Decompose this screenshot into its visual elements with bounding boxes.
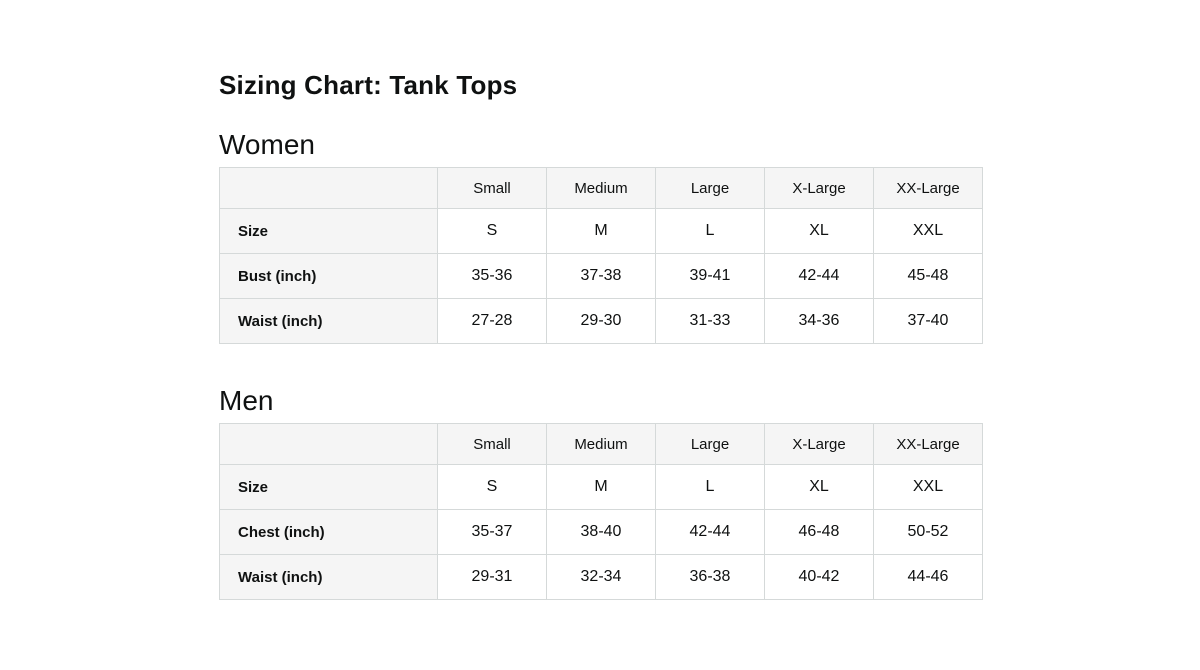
men-size-table: Small Medium Large X-Large XX-Large Size… xyxy=(219,423,983,600)
women-bust-large: 39-41 xyxy=(655,253,765,299)
women-waist-row: Waist (inch) 27-28 29-30 31-33 34-36 37-… xyxy=(219,298,983,344)
men-waist-medium: 32-34 xyxy=(546,554,656,600)
women-waist-xlarge: 34-36 xyxy=(764,298,874,344)
women-size-medium: M xyxy=(546,208,656,254)
women-bust-row-label: Bust (inch) xyxy=(219,253,438,299)
men-waist-small: 29-31 xyxy=(437,554,547,600)
men-chest-xlarge: 46-48 xyxy=(764,509,874,555)
men-column-header-xlarge: X-Large xyxy=(764,423,874,465)
men-waist-xxlarge: 44-46 xyxy=(873,554,983,600)
men-waist-row: Waist (inch) 29-31 32-34 36-38 40-42 44-… xyxy=(219,554,983,600)
women-size-large: L xyxy=(655,208,765,254)
section-women: Women Small Medium Large X-Large XX-Larg… xyxy=(219,129,1200,344)
men-size-large: L xyxy=(655,464,765,510)
women-bust-xlarge: 42-44 xyxy=(764,253,874,299)
men-waist-large: 36-38 xyxy=(655,554,765,600)
women-size-small: S xyxy=(437,208,547,254)
women-size-xlarge: XL xyxy=(764,208,874,254)
men-size-xxlarge: XXL xyxy=(873,464,983,510)
women-size-xxlarge: XXL xyxy=(873,208,983,254)
section-heading-men: Men xyxy=(219,385,274,416)
women-bust-xxlarge: 45-48 xyxy=(873,253,983,299)
men-chest-row-label: Chest (inch) xyxy=(219,509,438,555)
men-size-row-label: Size xyxy=(219,464,438,510)
men-chest-large: 42-44 xyxy=(655,509,765,555)
men-waist-xlarge: 40-42 xyxy=(764,554,874,600)
women-waist-medium: 29-30 xyxy=(546,298,656,344)
page-title: Sizing Chart: Tank Tops xyxy=(219,70,518,100)
women-waist-small: 27-28 xyxy=(437,298,547,344)
men-size-row: Size S M L XL XXL xyxy=(219,464,983,510)
women-column-header-xlarge: X-Large xyxy=(764,167,874,209)
men-size-xlarge: XL xyxy=(764,464,874,510)
women-size-row: Size S M L XL XXL xyxy=(219,208,983,254)
men-header-row: Small Medium Large X-Large XX-Large xyxy=(219,423,983,465)
men-chest-row: Chest (inch) 35-37 38-40 42-44 46-48 50-… xyxy=(219,509,983,555)
men-waist-row-label: Waist (inch) xyxy=(219,554,438,600)
section-heading-women: Women xyxy=(219,129,315,160)
sizing-chart-page: Sizing Chart: Tank Tops Women Small Medi… xyxy=(219,70,1200,600)
women-column-header-small: Small xyxy=(437,167,547,209)
men-column-header-xxlarge: XX-Large xyxy=(873,423,983,465)
men-column-header-small: Small xyxy=(437,423,547,465)
women-header-row: Small Medium Large X-Large XX-Large xyxy=(219,167,983,209)
women-bust-small: 35-36 xyxy=(437,253,547,299)
women-bust-row: Bust (inch) 35-36 37-38 39-41 42-44 45-4… xyxy=(219,253,983,299)
women-column-header-medium: Medium xyxy=(546,167,656,209)
men-chest-small: 35-37 xyxy=(437,509,547,555)
men-header-empty-cell xyxy=(219,423,438,465)
men-size-small: S xyxy=(437,464,547,510)
women-waist-large: 31-33 xyxy=(655,298,765,344)
men-chest-medium: 38-40 xyxy=(546,509,656,555)
women-size-row-label: Size xyxy=(219,208,438,254)
women-waist-row-label: Waist (inch) xyxy=(219,298,438,344)
women-size-table: Small Medium Large X-Large XX-Large Size… xyxy=(219,167,983,344)
men-column-header-large: Large xyxy=(655,423,765,465)
women-header-empty-cell xyxy=(219,167,438,209)
section-men: Men Small Medium Large X-Large XX-Large … xyxy=(219,385,1200,600)
women-bust-medium: 37-38 xyxy=(546,253,656,299)
men-chest-xxlarge: 50-52 xyxy=(873,509,983,555)
men-size-medium: M xyxy=(546,464,656,510)
women-column-header-xxlarge: XX-Large xyxy=(873,167,983,209)
men-column-header-medium: Medium xyxy=(546,423,656,465)
women-column-header-large: Large xyxy=(655,167,765,209)
women-waist-xxlarge: 37-40 xyxy=(873,298,983,344)
